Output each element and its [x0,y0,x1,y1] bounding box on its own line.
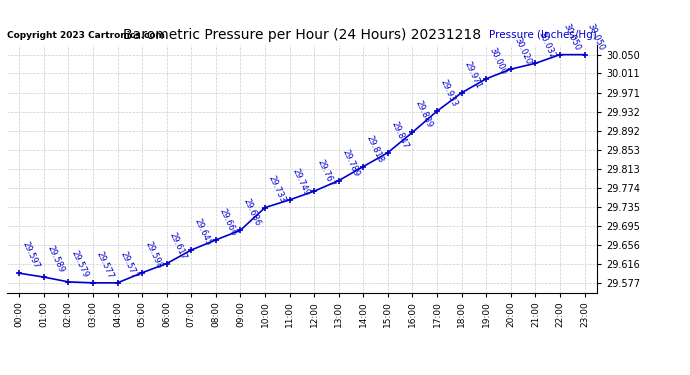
Text: 29.617: 29.617 [168,231,188,261]
Text: 29.645: 29.645 [193,217,213,247]
Text: 30.000: 30.000 [488,46,508,76]
Text: 29.579: 29.579 [70,249,90,279]
Text: 29.733: 29.733 [266,174,287,205]
Text: 29.589: 29.589 [45,244,66,274]
Text: 30.050: 30.050 [562,22,582,52]
Text: 29.933: 29.933 [438,78,459,108]
Text: 29.577: 29.577 [95,250,115,280]
Text: 29.847: 29.847 [389,120,410,150]
Text: Copyright 2023 Cartronics.com: Copyright 2023 Cartronics.com [7,31,165,40]
Text: 29.577: 29.577 [119,250,139,280]
Text: 29.749: 29.749 [291,167,311,197]
Text: 29.971: 29.971 [463,60,484,90]
Text: 30.020: 30.020 [512,36,533,66]
Text: 29.818: 29.818 [365,134,385,164]
Text: 29.598: 29.598 [144,240,164,270]
Text: Pressure (Inches/Hg): Pressure (Inches/Hg) [489,30,597,40]
Text: 30.032: 30.032 [537,30,558,60]
Title: Barometric Pressure per Hour (24 Hours) 20231218: Barometric Pressure per Hour (24 Hours) … [123,28,481,42]
Text: 29.686: 29.686 [241,197,262,228]
Text: 29.666: 29.666 [217,207,238,237]
Text: 30.050: 30.050 [586,22,607,52]
Text: 29.789: 29.789 [340,148,361,178]
Text: 29.767: 29.767 [315,158,336,188]
Text: 29.597: 29.597 [21,240,41,270]
Text: 29.889: 29.889 [414,99,434,129]
